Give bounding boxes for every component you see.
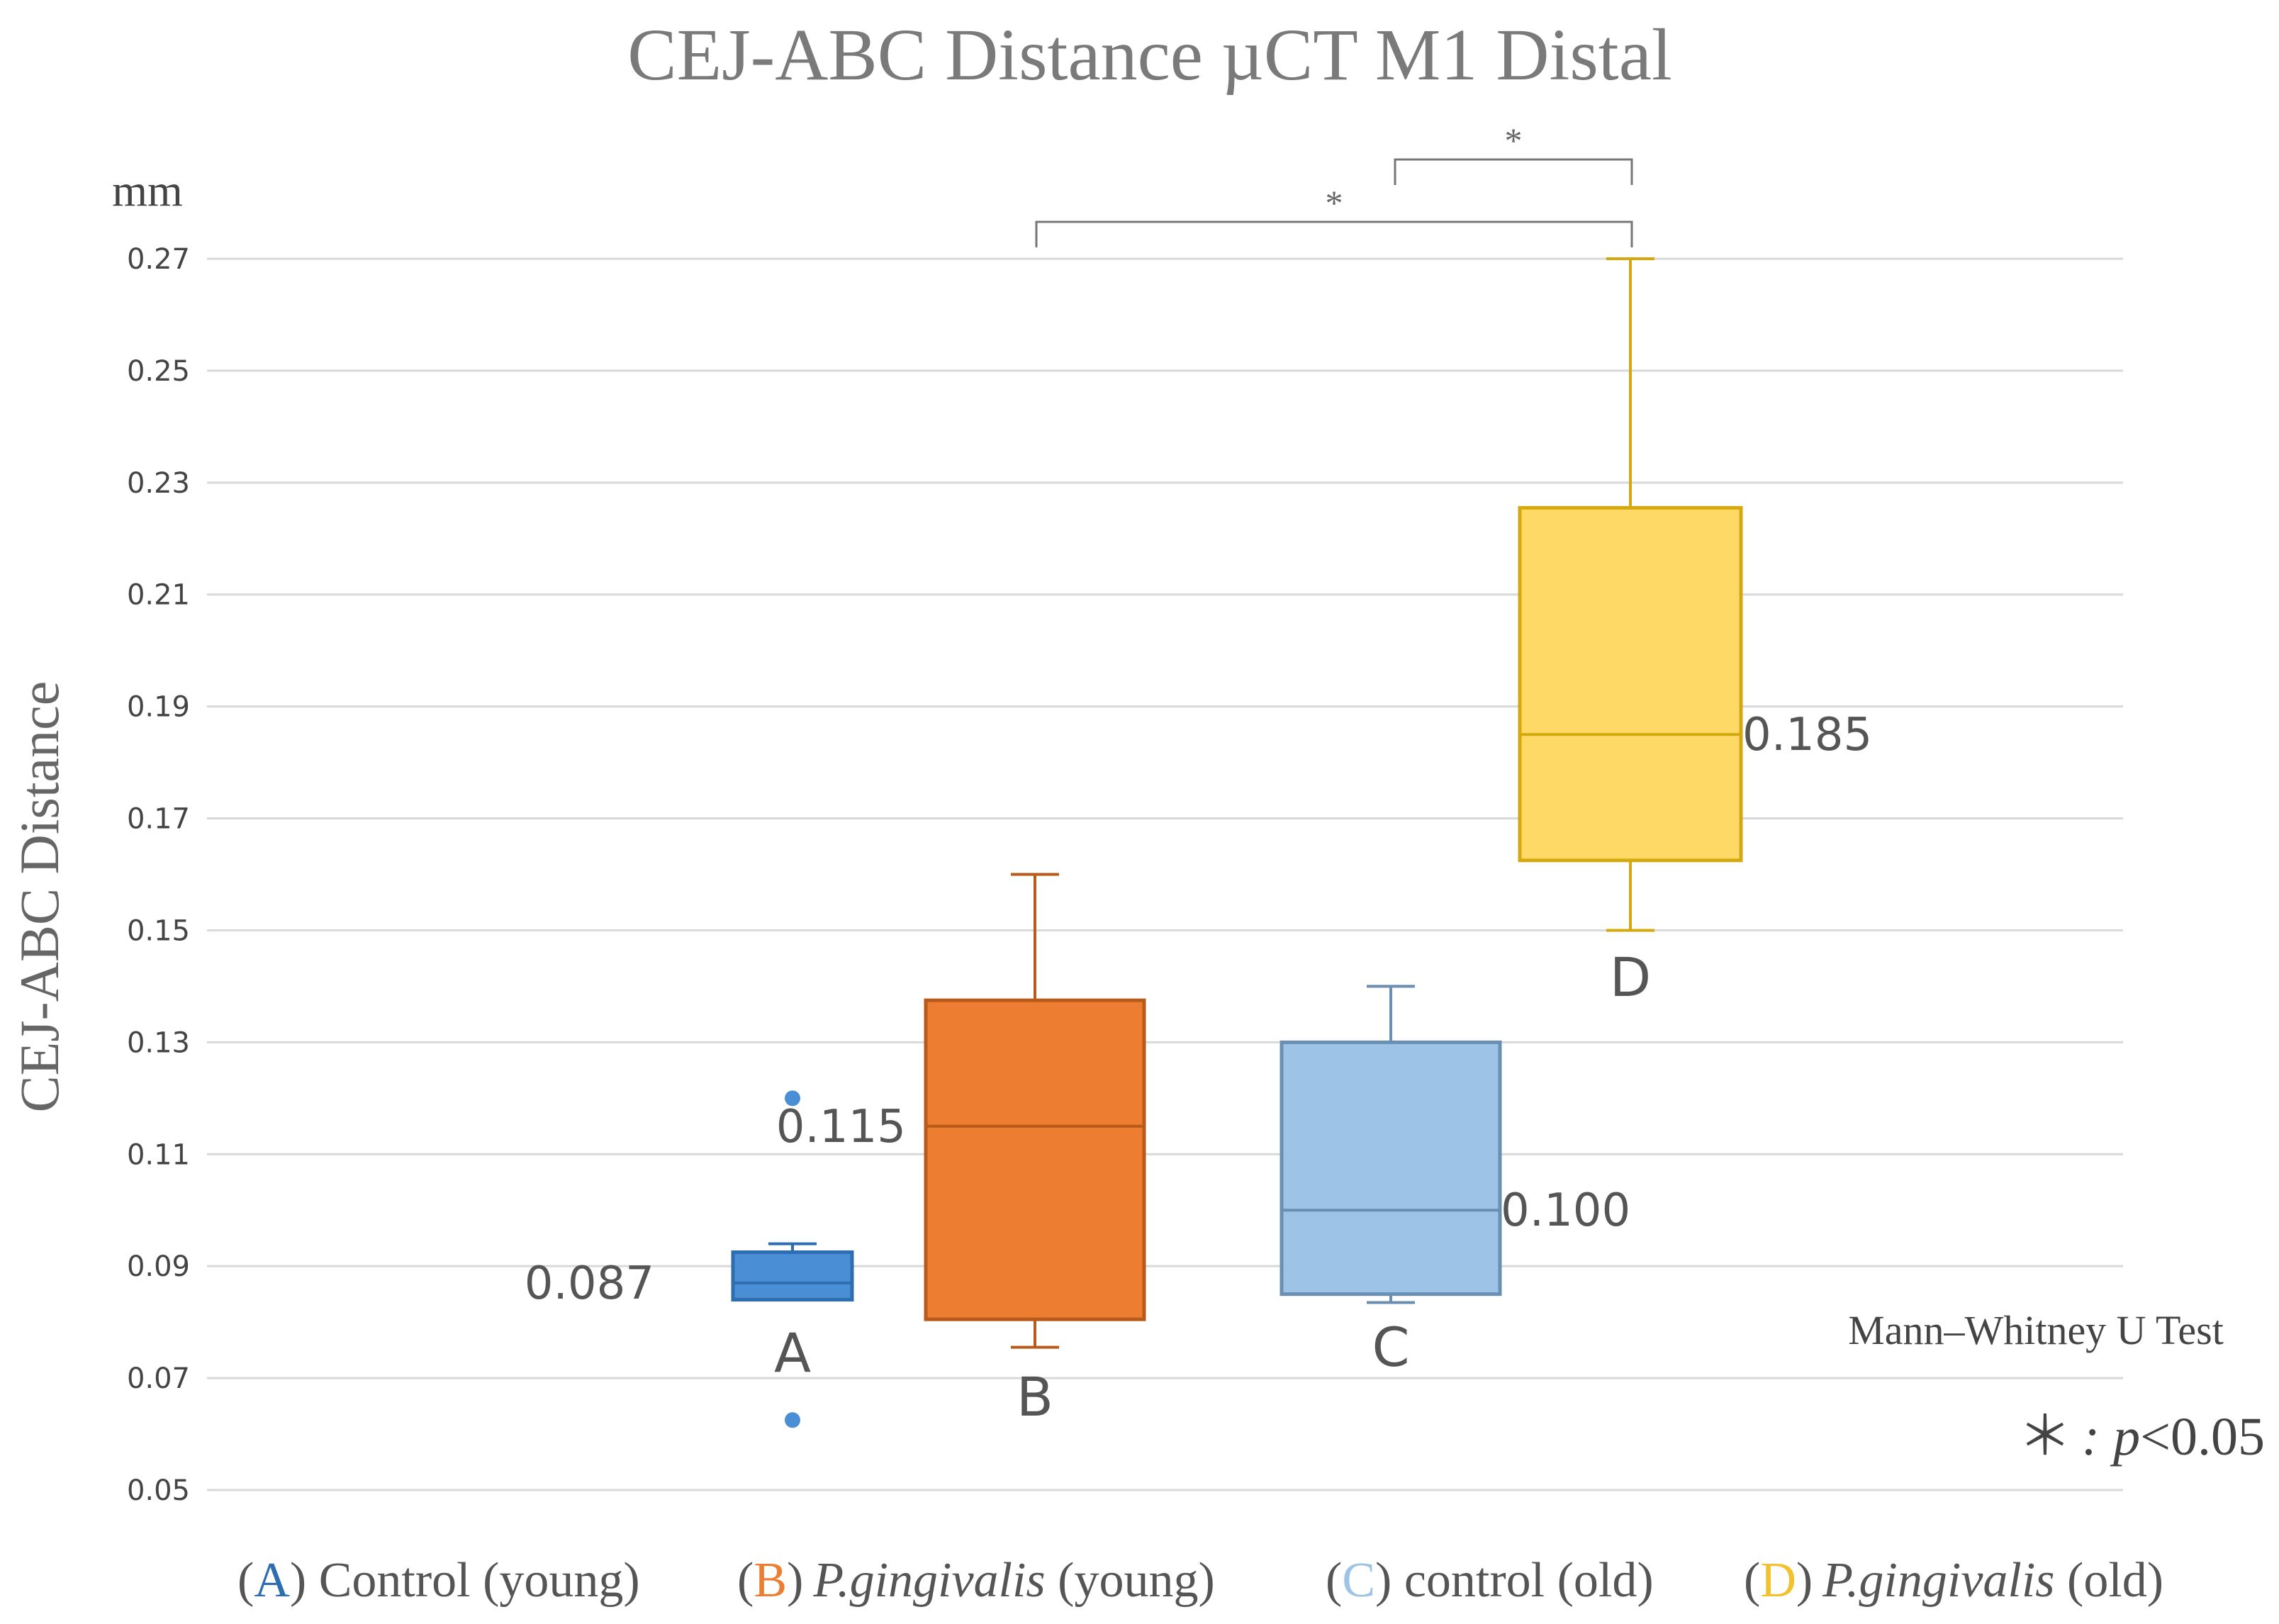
median-value-label: 0.185 (1742, 709, 1872, 761)
significance-bracket: * (1035, 183, 1633, 247)
legend-species-name: P.gingivalis (812, 1553, 1045, 1608)
legend-open-paren: ( (237, 1553, 254, 1608)
iqr-box (1280, 1040, 1502, 1297)
legend-letter: A (254, 1553, 290, 1608)
y-tick-label: 0.27 (127, 243, 190, 276)
y-tick-label: 0.07 (127, 1362, 190, 1395)
legend-close-paren: ) (787, 1553, 803, 1608)
box-group-label: A (774, 1321, 811, 1384)
median-value-label: 0.115 (776, 1101, 906, 1153)
legend-letter: C (1342, 1553, 1375, 1608)
legend-species-name: P.gingivalis (1822, 1553, 2054, 1608)
box-group-label: B (1017, 1365, 1053, 1428)
y-tick-label: 0.11 (127, 1138, 190, 1171)
y-tick-label: 0.25 (127, 355, 190, 388)
box-C: 0.100 C (1280, 985, 1630, 1379)
y-tick-label: 0.23 (127, 467, 190, 500)
legend-group-name: control (old) (1392, 1553, 1653, 1608)
legend-open-paren: ( (1744, 1553, 1760, 1608)
y-tick-label: 0.19 (127, 691, 190, 724)
bracket-line (1035, 220, 1633, 247)
legend-close-paren: ) (1375, 1553, 1392, 1608)
bracket-line (1394, 158, 1633, 185)
significance-star: * (1326, 183, 1343, 223)
legend-group-name: (old) (2055, 1553, 2164, 1608)
significance-bracket: * (1394, 121, 1633, 185)
legend-item-B: (B) P.gingivalis (young) (737, 1553, 1215, 1608)
test-label: Mann–Whitney U Test (1848, 1307, 2224, 1353)
outlier-point (785, 1090, 800, 1107)
legend-close-paren: ) (1796, 1553, 1813, 1608)
p-value: 0.05 (2171, 1407, 2265, 1467)
iqr-box (924, 998, 1146, 1321)
box-group-label: C (1372, 1316, 1409, 1379)
outlier-point (785, 1412, 800, 1428)
median-value-label: 0.087 (525, 1258, 654, 1310)
median-value-label: 0.100 (1501, 1185, 1630, 1237)
p-less-than: < (2140, 1407, 2171, 1467)
box-A: 0.087 A (525, 1090, 854, 1428)
legend-letter: B (754, 1553, 787, 1608)
y-tick-label: 0.13 (127, 1026, 190, 1059)
y-tick-label: 0.09 (127, 1250, 190, 1283)
p-value-note: ＊: p<0.05 (2018, 1407, 2265, 1467)
significance-star: * (1505, 121, 1523, 160)
box-group-label: D (1610, 946, 1652, 1009)
iqr-box (1518, 505, 1743, 863)
legend-close-paren: ) (290, 1553, 306, 1608)
chart-title: CEJ-ABC Distance µCT M1 Distal (627, 14, 1672, 96)
p-letter: : p (2082, 1407, 2140, 1467)
boxes: 0.087 A 0.115 B 0.100 C 0.185 D (525, 257, 1872, 1428)
legend-item-A: (A) Control (young) (237, 1553, 640, 1608)
y-tick-label: 0.17 (127, 803, 190, 836)
legend-group-name: (young) (1046, 1553, 1215, 1608)
legend-letter: D (1760, 1553, 1796, 1608)
y-tick-labels: 0.05 0.07 0.09 0.11 0.13 0.15 0.17 0.19 0.21 0.23… (127, 243, 190, 1507)
box-D: 0.185 D (1518, 257, 1872, 1009)
legend-open-paren: ( (1326, 1553, 1342, 1608)
legend-open-paren: ( (737, 1553, 754, 1608)
y-tick-label: 0.15 (127, 914, 190, 947)
legend: (A) Control (young) (B) P.gingivalis (youn… (237, 1553, 2163, 1608)
gridlines (207, 257, 2123, 1491)
box-B: 0.115 B (776, 873, 1146, 1428)
iqr-box (731, 1250, 854, 1302)
legend-group-name: Control (young) (306, 1553, 640, 1608)
p-asterisk: ＊ (2018, 1407, 2072, 1467)
y-tick-label: 0.05 (127, 1474, 190, 1507)
legend-item-D: (D) P.gingivalis (old) (1744, 1553, 2163, 1608)
legend-item-C: (C) control (old) (1326, 1553, 1654, 1608)
significance-brackets: ** (1035, 121, 1633, 247)
y-axis-label: CEJ-ABC Distance (9, 681, 70, 1113)
y-tick-label: 0.21 (127, 579, 190, 612)
y-unit-label: mm (112, 165, 183, 215)
